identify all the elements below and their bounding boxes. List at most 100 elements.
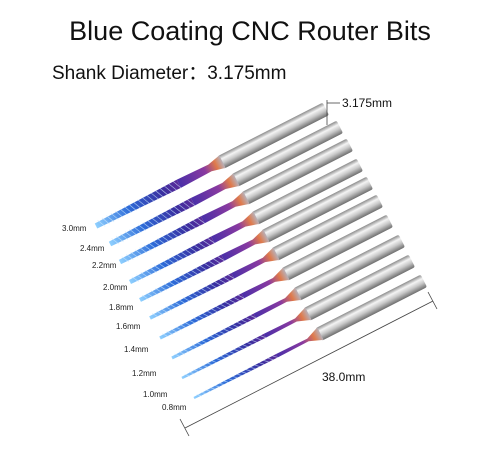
flute-groove bbox=[218, 279, 226, 284]
flute-groove bbox=[153, 265, 162, 271]
router-bit bbox=[108, 121, 343, 247]
flute-groove bbox=[119, 208, 128, 216]
flute-groove bbox=[179, 226, 188, 233]
bit-shank bbox=[242, 139, 353, 205]
bits bbox=[94, 103, 427, 400]
bit-flute bbox=[94, 179, 181, 229]
flute-groove bbox=[164, 185, 173, 193]
flute-groove bbox=[251, 339, 258, 343]
flute-groove bbox=[182, 201, 191, 209]
flute-groove bbox=[202, 240, 211, 246]
subtitle: Shank Diameter：3.175mm bbox=[52, 63, 286, 84]
flute-groove bbox=[180, 251, 189, 257]
flute-groove bbox=[227, 326, 234, 330]
flute-groove bbox=[215, 358, 222, 361]
flute-groove bbox=[165, 306, 173, 311]
flute-groove bbox=[187, 346, 194, 351]
flute-groove bbox=[160, 213, 169, 220]
flute-groove bbox=[199, 265, 207, 271]
flute-groove bbox=[146, 292, 154, 298]
flute-groove bbox=[193, 317, 200, 322]
flute-groove bbox=[217, 256, 225, 262]
bit-label: 1.8mm bbox=[109, 303, 134, 312]
flute-groove bbox=[115, 210, 124, 218]
bit-shank bbox=[218, 103, 329, 169]
flute-groove bbox=[207, 238, 215, 244]
flute-groove bbox=[175, 326, 182, 331]
bit-label: 1.6mm bbox=[116, 322, 141, 331]
flute-groove bbox=[155, 215, 164, 222]
flute-groove bbox=[136, 274, 144, 280]
flute-groove bbox=[223, 276, 230, 282]
bit-label: 1.2mm bbox=[132, 369, 157, 378]
flute-groove bbox=[141, 294, 149, 300]
flute-groove bbox=[185, 249, 193, 255]
flute-groove bbox=[148, 242, 156, 249]
flute-groove bbox=[178, 351, 185, 355]
router-bit bbox=[139, 177, 373, 302]
bit-shank bbox=[232, 121, 343, 187]
router-bit bbox=[94, 103, 329, 229]
flute-groove bbox=[214, 333, 221, 337]
flute-groove bbox=[223, 380, 229, 383]
flute-groove bbox=[232, 375, 238, 379]
flute-groove bbox=[223, 328, 230, 332]
flute-groove bbox=[101, 217, 110, 225]
flute-groove bbox=[183, 297, 190, 302]
flute-groove bbox=[152, 240, 161, 247]
flute-groove bbox=[169, 304, 177, 309]
bit-neck bbox=[241, 267, 290, 299]
flute-groove bbox=[141, 197, 150, 205]
flute-groove bbox=[250, 315, 257, 319]
flute-groove bbox=[183, 349, 190, 353]
flute-groove bbox=[143, 244, 152, 251]
flute-groove bbox=[227, 274, 235, 279]
flute-groove bbox=[218, 382, 225, 386]
flute-groove bbox=[192, 220, 201, 226]
bit-neck bbox=[190, 173, 240, 206]
bit-neck bbox=[231, 247, 280, 279]
flute-groove bbox=[206, 310, 214, 315]
flute-groove bbox=[201, 391, 207, 395]
flute-groove bbox=[188, 319, 196, 324]
flute-groove bbox=[209, 387, 216, 390]
flute-groove bbox=[159, 285, 167, 291]
flute-groove bbox=[110, 213, 119, 220]
flute-groove bbox=[211, 360, 217, 364]
flute-groove bbox=[202, 364, 209, 368]
flute-groove bbox=[236, 321, 243, 326]
flute-groove bbox=[202, 312, 209, 317]
flute-groove bbox=[133, 226, 142, 234]
flute-groove bbox=[147, 219, 155, 227]
flute-groove bbox=[214, 281, 222, 286]
dimension-line bbox=[184, 300, 434, 429]
router-bit bbox=[181, 255, 415, 380]
flute-groove bbox=[150, 290, 158, 296]
flute-groove bbox=[177, 276, 185, 282]
router-bit bbox=[193, 275, 427, 400]
flute-groove bbox=[246, 342, 253, 345]
bit-neck bbox=[275, 327, 324, 358]
bit-label: 2.2mm bbox=[92, 261, 117, 270]
flute-groove bbox=[188, 371, 195, 375]
flute-groove bbox=[121, 256, 130, 263]
flute-groove bbox=[200, 288, 208, 293]
flute-groove bbox=[220, 303, 227, 308]
flute-groove bbox=[196, 290, 204, 295]
flute-groove bbox=[175, 229, 183, 235]
flute-groove bbox=[138, 224, 147, 231]
flute-groove bbox=[162, 333, 169, 338]
bit-shank bbox=[304, 255, 415, 321]
bit-flute bbox=[108, 198, 195, 247]
length-dimension: 38.0mm bbox=[322, 370, 365, 384]
router-bit bbox=[118, 139, 353, 265]
flute-groove bbox=[174, 301, 181, 307]
flute-groove bbox=[198, 242, 206, 248]
flute-groove bbox=[179, 324, 187, 329]
bit-label: 2.4mm bbox=[80, 244, 105, 253]
bit-flute bbox=[171, 313, 256, 360]
flute-groove bbox=[178, 299, 186, 304]
router-bit bbox=[159, 215, 393, 340]
flute-groove bbox=[123, 206, 133, 214]
